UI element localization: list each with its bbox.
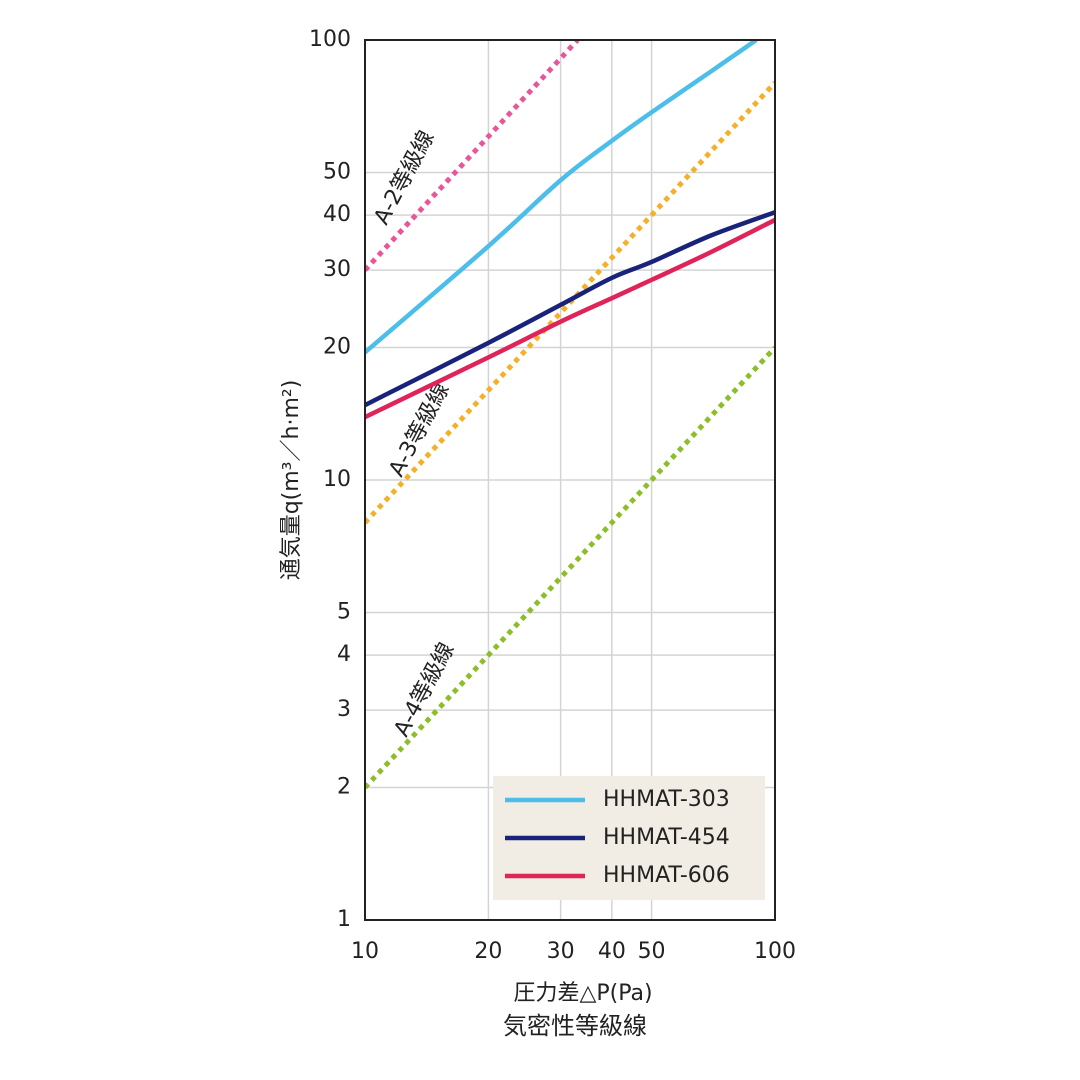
plot-border bbox=[364, 39, 776, 921]
y-tick-label: 50 bbox=[323, 159, 351, 184]
series-line bbox=[365, 217, 775, 420]
grade-label: A-3等級線 bbox=[384, 379, 454, 481]
grade-line bbox=[365, 80, 775, 525]
y-tick-label: 5 bbox=[337, 599, 351, 624]
y-tick-label: 2 bbox=[337, 775, 351, 800]
series-line bbox=[365, 40, 758, 355]
y-tick-label: 10 bbox=[323, 467, 351, 492]
y-tick-label: 20 bbox=[323, 335, 351, 360]
y-tick-label: 100 bbox=[309, 27, 351, 52]
series-line bbox=[365, 210, 775, 408]
grade-line bbox=[365, 345, 775, 790]
legend-label: HHMAT-606 bbox=[603, 863, 730, 888]
x-tick-label: 40 bbox=[598, 939, 626, 964]
x-tick-label: 50 bbox=[638, 939, 666, 964]
legend-label: HHMAT-454 bbox=[603, 825, 730, 850]
x-tick-label: 20 bbox=[474, 939, 502, 964]
y-tick-label: 4 bbox=[337, 642, 351, 667]
grade-line bbox=[365, 40, 580, 272]
grade-label: A-2等級線 bbox=[369, 127, 439, 229]
grade-label: A-4等級線 bbox=[389, 639, 459, 741]
y-axis-title: 通気量q(m³／h·m²) bbox=[279, 380, 304, 581]
y-tick-label: 40 bbox=[323, 202, 351, 227]
y-tick-label: 3 bbox=[337, 697, 351, 722]
y-tick-label: 1 bbox=[337, 907, 351, 932]
x-tick-label: 100 bbox=[754, 939, 796, 964]
y-tick-label: 30 bbox=[323, 257, 351, 282]
x-tick-label: 30 bbox=[547, 939, 575, 964]
x-tick-label: 10 bbox=[351, 939, 379, 964]
caption: 気密性等級線 bbox=[503, 1012, 647, 1040]
x-axis-title: 圧力差△P(Pa) bbox=[513, 981, 652, 1006]
legend-label: HHMAT-303 bbox=[603, 787, 730, 812]
